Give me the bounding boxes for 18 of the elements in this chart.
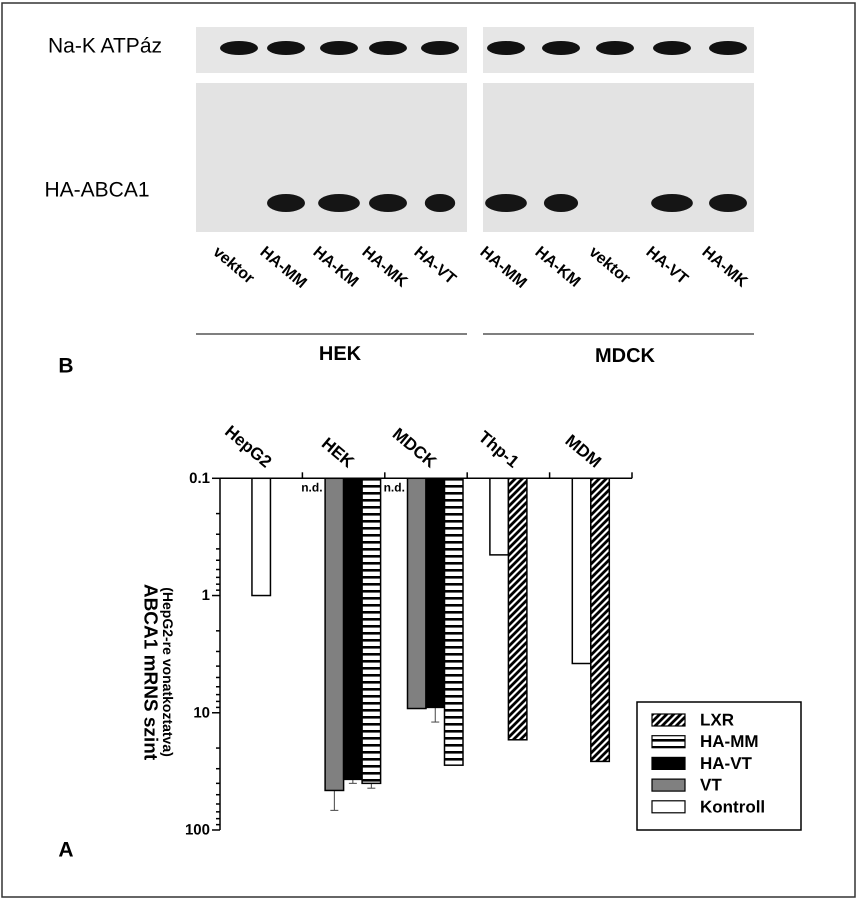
legend-label: HA-VT bbox=[700, 754, 753, 773]
text: A bbox=[58, 838, 74, 862]
y-tick-label: 10 bbox=[193, 704, 210, 722]
y-tick-label: 0.1 bbox=[189, 470, 210, 487]
text: Na-K ATPáz bbox=[48, 34, 162, 58]
text: HEK bbox=[318, 343, 362, 365]
legend-label: HA-MM bbox=[700, 732, 759, 752]
text: MDCK bbox=[595, 345, 656, 367]
text: n.d. bbox=[384, 480, 405, 494]
legend-label: Kontroll bbox=[700, 797, 766, 816]
text: B bbox=[58, 354, 74, 378]
text: n.d. bbox=[301, 480, 323, 494]
text: HA-ABCA1 bbox=[44, 178, 150, 202]
y-axis-title: ABCA1 mRNS szint (HepG2-re vonatkoztatva) bbox=[140, 584, 176, 761]
y-tick-label: 1 bbox=[202, 587, 210, 604]
legend-label: LXR bbox=[700, 710, 734, 730]
legend-label: VT bbox=[700, 776, 722, 795]
y-tick-label: 100 bbox=[184, 822, 210, 838]
